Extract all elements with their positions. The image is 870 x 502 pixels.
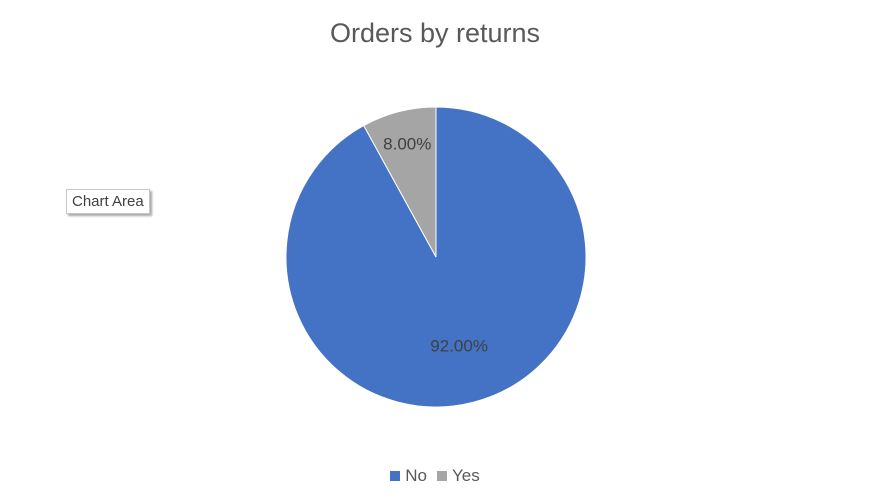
legend-label-no: No bbox=[405, 466, 427, 485]
pie-data-labels: 92.00% 8.00% bbox=[383, 135, 488, 356]
legend-item-no[interactable]: No bbox=[390, 466, 427, 486]
legend[interactable]: No Yes bbox=[0, 466, 870, 486]
data-label-yes: 8.00% bbox=[383, 135, 431, 154]
legend-swatch-no bbox=[390, 471, 401, 481]
legend-swatch-yes bbox=[437, 471, 447, 481]
legend-label-yes: Yes bbox=[452, 466, 480, 485]
chart-area-tooltip: Chart Area bbox=[66, 189, 150, 214]
legend-item-yes[interactable]: Yes bbox=[437, 466, 480, 486]
pie-slices bbox=[285, 106, 587, 408]
pie-slice-yes[interactable] bbox=[363, 106, 437, 258]
chart-title: Orders by returns bbox=[329, 18, 541, 48]
data-label-no: 92.00% bbox=[430, 337, 488, 356]
